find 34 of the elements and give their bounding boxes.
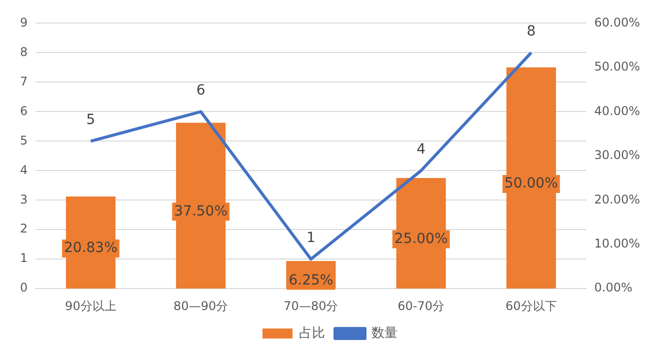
y-tick-label: 9 [20,15,28,30]
y-tick-label: 8 [20,44,28,59]
y2-tick-label: 50.00% [594,60,640,74]
y-tick-label: 5 [20,133,28,148]
x-tick-label: 80—90分 [174,298,228,313]
y-tick-label: 3 [20,192,28,206]
data-label: 25.00% [394,230,448,247]
y-tick-label: 4 [20,162,28,177]
x-tick-label: 90分以上 [65,298,116,313]
legend-label: 占比 [299,326,325,341]
data-label: 6 [196,82,206,98]
y2-tick-label: 0.00% [594,280,632,295]
data-label: 1 [306,230,316,246]
y2-tick-label: 40.00% [594,104,640,118]
legend-label: 数量 [372,326,398,341]
y-tick-label: 1 [20,251,28,266]
y-tick-label: 2 [20,222,28,236]
data-label: 20.83% [64,240,118,256]
y2-tick-label: 60.00% [594,15,640,30]
data-label: 5 [86,112,96,128]
y2-tick-label: 10.00% [594,236,640,250]
y-tick-label: 7 [20,74,28,88]
x-tick-label: 70—80分 [284,298,338,313]
data-label: 50.00% [504,176,558,192]
data-label: 37.50% [174,203,228,220]
x-tick-label: 60分以下 [506,298,557,313]
y2-tick-label: 30.00% [594,148,640,162]
y-tick-label: 6 [20,104,28,118]
x-tick-label: 60-70分 [398,298,444,313]
y2-tick-label: 20.00% [594,192,640,206]
y-tick-label: 0 [20,280,28,295]
data-label: 6.25% [288,272,334,288]
data-label: 8 [526,23,536,40]
data-label: 4 [416,141,426,158]
